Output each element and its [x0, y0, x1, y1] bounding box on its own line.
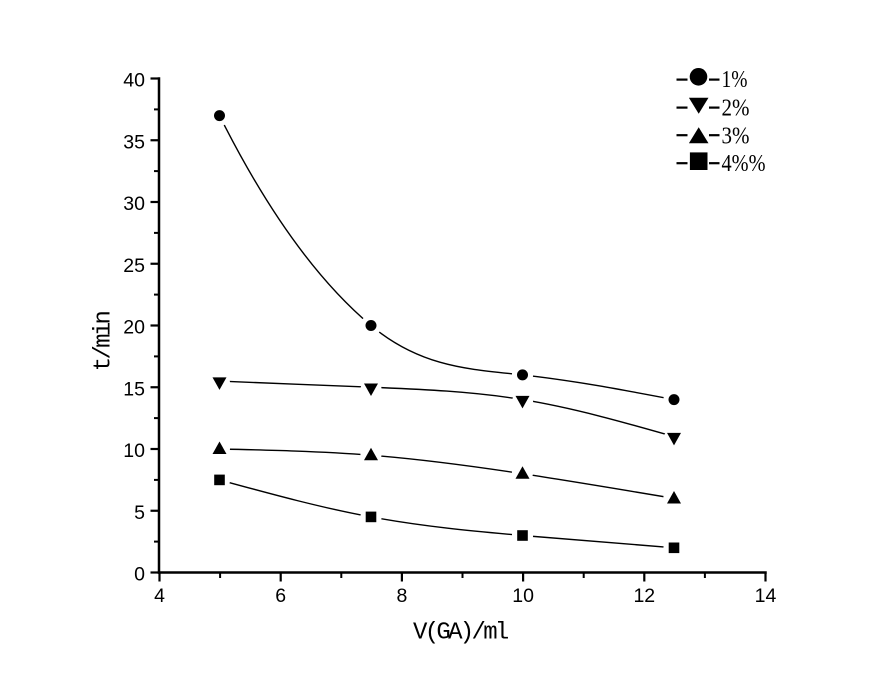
svg-text:0: 0	[134, 564, 145, 586]
svg-text:1%: 1%	[722, 66, 748, 93]
svg-text:40: 40	[123, 70, 145, 92]
svg-text:V(GA)/ml: V(GA)/ml	[413, 620, 509, 647]
svg-text:2%: 2%	[722, 94, 750, 121]
svg-text:4%%: 4%%	[722, 150, 766, 177]
svg-text:25: 25	[123, 255, 145, 277]
svg-text:35: 35	[123, 131, 145, 153]
svg-text:8: 8	[396, 585, 407, 607]
svg-text:t/min: t/min	[91, 311, 118, 371]
svg-text:10: 10	[512, 585, 534, 607]
svg-text:14: 14	[755, 585, 777, 607]
svg-text:12: 12	[633, 585, 655, 607]
svg-text:10: 10	[123, 440, 145, 462]
svg-text:3%: 3%	[722, 122, 750, 149]
svg-text:15: 15	[123, 378, 145, 400]
svg-text:4: 4	[154, 585, 165, 607]
svg-text:5: 5	[134, 502, 145, 524]
svg-text:6: 6	[275, 585, 286, 607]
svg-text:30: 30	[123, 193, 145, 215]
svg-text:20: 20	[123, 317, 145, 339]
